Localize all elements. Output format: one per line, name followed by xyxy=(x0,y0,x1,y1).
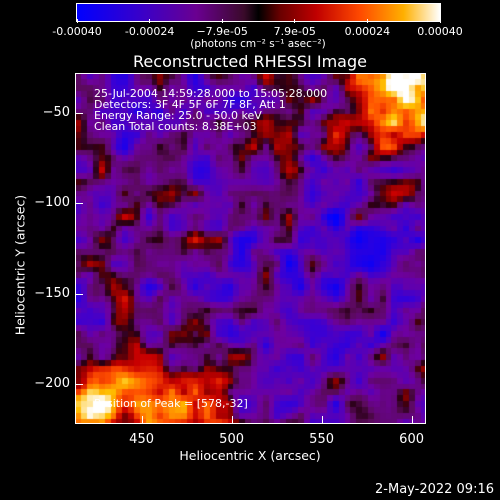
colorbar-tick-label: -0.00040 xyxy=(52,25,102,38)
colorbar-units: (photons cm⁻² s⁻¹ asec⁻²) xyxy=(190,38,326,50)
colorbar-tick-label: 0.00040 xyxy=(417,25,463,38)
y-tick-mark xyxy=(75,293,83,295)
y-tick-mark xyxy=(75,384,83,386)
x-tick-label: 550 xyxy=(309,432,335,447)
y-tick-mark xyxy=(75,203,83,205)
y-tick-label: −50 xyxy=(42,104,70,120)
colorbar-tick xyxy=(294,19,296,23)
footer-timestamp: 2-May-2022 09:16 xyxy=(375,482,494,497)
annotation-peak: Position of Peak = [578,-32] xyxy=(94,397,248,410)
colorbar xyxy=(76,3,441,22)
colorbar-tick xyxy=(149,19,151,23)
x-tick-mark xyxy=(231,416,233,424)
y-tick-label: −200 xyxy=(34,376,70,392)
colorbar-tick xyxy=(221,19,223,23)
x-tick-mark xyxy=(411,416,413,424)
colorbar-tick xyxy=(439,19,441,23)
colorbar-tick-label: 0.00024 xyxy=(344,25,391,38)
annotation-detectors: Detectors: 3F 4F 5F 6F 7F 8F, Att 1 xyxy=(94,98,286,111)
annotation-algorithm: Clean Total counts: 8.38E+03 xyxy=(94,120,257,133)
y-tick-label: −100 xyxy=(34,195,70,211)
colorbar-tick-label: -0.00024 xyxy=(124,25,175,38)
x-tick-label: 500 xyxy=(219,432,245,447)
x-tick-label: 450 xyxy=(129,432,155,447)
colorbar-tick xyxy=(76,19,78,23)
image-plot: 25-Jul-2004 14:59:28.000 to 15:05:28.000… xyxy=(75,73,426,424)
y-axis-label: Heliocentric Y (arcsec) xyxy=(12,194,28,336)
y-tick-mark xyxy=(75,112,83,114)
colorbar-tick-label: −7.9e-05 xyxy=(196,25,248,38)
chart-title: Reconstructed RHESSI Image xyxy=(133,52,367,71)
annotation-time-range: 25-Jul-2004 14:59:28.000 to 15:05:28.000 xyxy=(94,87,328,100)
annotation-energy-range: Energy Range: 25.0 - 50.0 keV xyxy=(94,109,262,122)
colorbar-tick xyxy=(366,19,368,23)
heatmap-image xyxy=(76,74,425,423)
x-axis-label: Heliocentric X (arcsec) xyxy=(179,448,321,463)
x-tick-mark xyxy=(321,416,323,424)
colorbar-tick-label: 7.9e-05 xyxy=(273,25,316,38)
y-tick-label: −150 xyxy=(34,285,70,301)
x-tick-label: 600 xyxy=(399,432,425,447)
x-tick-mark xyxy=(141,416,143,424)
